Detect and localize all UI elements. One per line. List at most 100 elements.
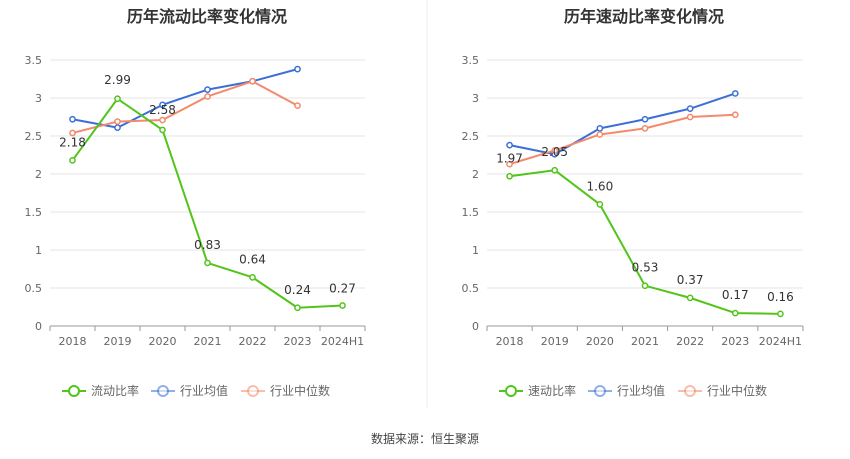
data-label: 2.05: [541, 145, 568, 159]
data-point: [159, 101, 166, 109]
y-tick-label: 1.5: [25, 206, 43, 219]
legend-marker: [68, 385, 80, 397]
data-label: 0.64: [239, 252, 266, 266]
data-point: [686, 105, 694, 112]
data-point: [731, 111, 739, 119]
y-tick-label: 3: [35, 92, 42, 105]
legend-marker: [157, 385, 169, 397]
y-tick-label: 2: [472, 168, 479, 181]
y-tick-label: 0: [472, 320, 479, 333]
data-point: [69, 115, 76, 123]
data-source: 数据来源：恒生聚源: [371, 431, 479, 446]
data-point: [114, 118, 121, 125]
data-point: [294, 65, 301, 73]
data-point: [686, 113, 694, 121]
legend-label: 行业中位数: [270, 383, 330, 398]
x-tick-label: 2021: [631, 335, 659, 348]
data-label: 2.99: [104, 73, 131, 87]
data-label: 2.58: [149, 103, 176, 117]
chart-title: 历年速动比率变化情况: [564, 7, 724, 26]
data-label: 0.83: [194, 238, 221, 252]
data-point: [506, 160, 513, 168]
y-tick-label: 3.5: [25, 54, 43, 67]
y-tick-label: 0.5: [25, 282, 43, 295]
series-line-2: [72, 80, 298, 134]
legend-item[interactable]: 行业均值: [151, 383, 228, 398]
x-tick-label: 2020: [586, 335, 614, 348]
x-tick-label: 2019: [104, 335, 132, 348]
data-point: [294, 304, 301, 312]
legend-marker: [684, 385, 696, 397]
x-tick-label: 2020: [149, 335, 177, 348]
legend-label: 速动比率: [528, 383, 576, 398]
x-tick-label: 2021: [194, 335, 222, 348]
data-point: [204, 93, 211, 100]
series-line-2: [509, 113, 736, 166]
legend-item[interactable]: 行业中位数: [241, 383, 330, 398]
data-label: 0.27: [329, 281, 356, 295]
series-line-1: [72, 68, 298, 129]
data-point: [731, 90, 739, 97]
legend-marker: [594, 385, 606, 397]
x-tick-label: 2019: [541, 335, 569, 348]
y-tick-label: 3.5: [462, 54, 480, 67]
data-point: [294, 102, 301, 109]
legend-label: 行业均值: [617, 383, 665, 398]
x-tick-label: 2023: [284, 335, 312, 348]
data-point: [249, 274, 256, 281]
data-label: 2.18: [59, 135, 86, 149]
data-point: [686, 294, 694, 302]
data-label: 0.24: [284, 283, 311, 297]
data-label: 1.97: [496, 151, 523, 165]
x-tick-label: 2022: [239, 335, 267, 348]
legend-marker: [505, 385, 517, 397]
data-point: [159, 116, 166, 124]
legend-label: 流动比率: [91, 383, 139, 398]
x-tick-label: 2018: [59, 335, 87, 348]
quick-ratio-chart: 历年速动比率变化情况 0 0.5 1 1.5 2 2.5 3 3.5 2018 2019 2020 20…: [462, 7, 804, 398]
y-tick-label: 0.5: [462, 282, 480, 295]
current-ratio-chart: 历年流动比率变化情况 0 0.5 1 1.5 2 2.5 3 3.5 2018 2019 2020 20…: [25, 7, 366, 398]
legend-item[interactable]: 速动比率: [499, 383, 576, 398]
y-tick-label: 1.5: [462, 206, 480, 219]
legend-marker: [247, 385, 259, 397]
data-label: 0.17: [722, 288, 749, 302]
data-point: [506, 172, 513, 180]
y-tick-label: 3: [472, 92, 479, 105]
data-point: [777, 310, 784, 318]
data-point: [731, 309, 739, 317]
x-tick-label: 2022: [676, 335, 704, 348]
x-tick-label: 2023: [721, 335, 749, 348]
data-label: 0.16: [767, 290, 794, 304]
y-tick-label: 2.5: [462, 130, 480, 143]
data-point: [69, 129, 76, 137]
data-point: [159, 126, 166, 134]
data-point: [114, 124, 121, 131]
data-point: [596, 125, 604, 132]
data-label: 1.60: [586, 179, 613, 193]
y-tick-label: 2: [35, 168, 42, 181]
data-point: [641, 282, 649, 290]
chart-title: 历年流动比率变化情况: [127, 7, 287, 26]
data-point: [69, 156, 76, 164]
data-point: [551, 147, 559, 154]
x-tick-label: 2024H1: [759, 335, 802, 348]
legend-item[interactable]: 流动比率: [62, 383, 139, 398]
data-point: [339, 302, 346, 309]
y-tick-label: 2.5: [25, 130, 43, 143]
legend-item[interactable]: 行业均值: [588, 383, 665, 398]
data-point: [596, 201, 604, 208]
y-tick-label: 1: [472, 244, 479, 257]
data-point: [204, 259, 211, 267]
data-point: [249, 77, 256, 85]
data-point: [551, 166, 559, 174]
y-tick-label: 1: [35, 244, 42, 257]
legend-item[interactable]: 行业中位数: [678, 383, 767, 398]
data-point: [506, 141, 513, 149]
legend-label: 行业均值: [180, 383, 228, 398]
data-point: [114, 95, 121, 103]
series-line-0: [71, 97, 343, 309]
data-point: [641, 125, 649, 132]
data-point: [641, 115, 649, 123]
